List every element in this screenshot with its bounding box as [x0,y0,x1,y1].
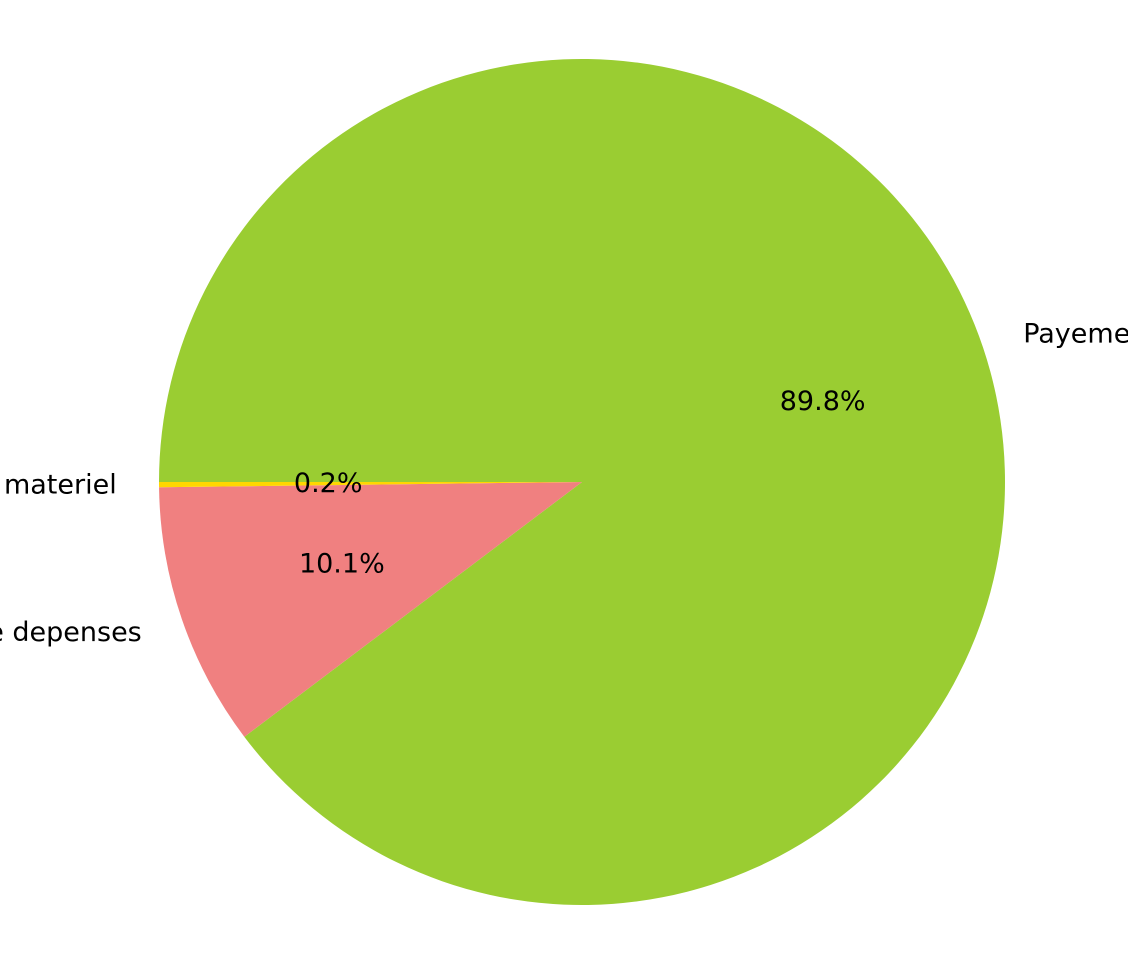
pie-slice-payement-employer [159,58,1005,905]
pie-pct-label: 0.2% [294,468,363,499]
pie-slice-vente-materiel [159,482,582,488]
pie-labels: 89.8% Payement employer 10.1% Autre depense… [0,319,1128,648]
pie-pct-label: 89.8% [780,386,866,417]
pie-slices [159,58,1005,905]
pie-pct-label: 10.1% [299,549,385,580]
pie-category-label: Autre depenses [0,617,142,648]
pie-category-label: Vente materiel [0,469,117,500]
pie-category-label: Payement employer [1023,319,1128,350]
pie-slice-autre-depenses [159,482,582,737]
